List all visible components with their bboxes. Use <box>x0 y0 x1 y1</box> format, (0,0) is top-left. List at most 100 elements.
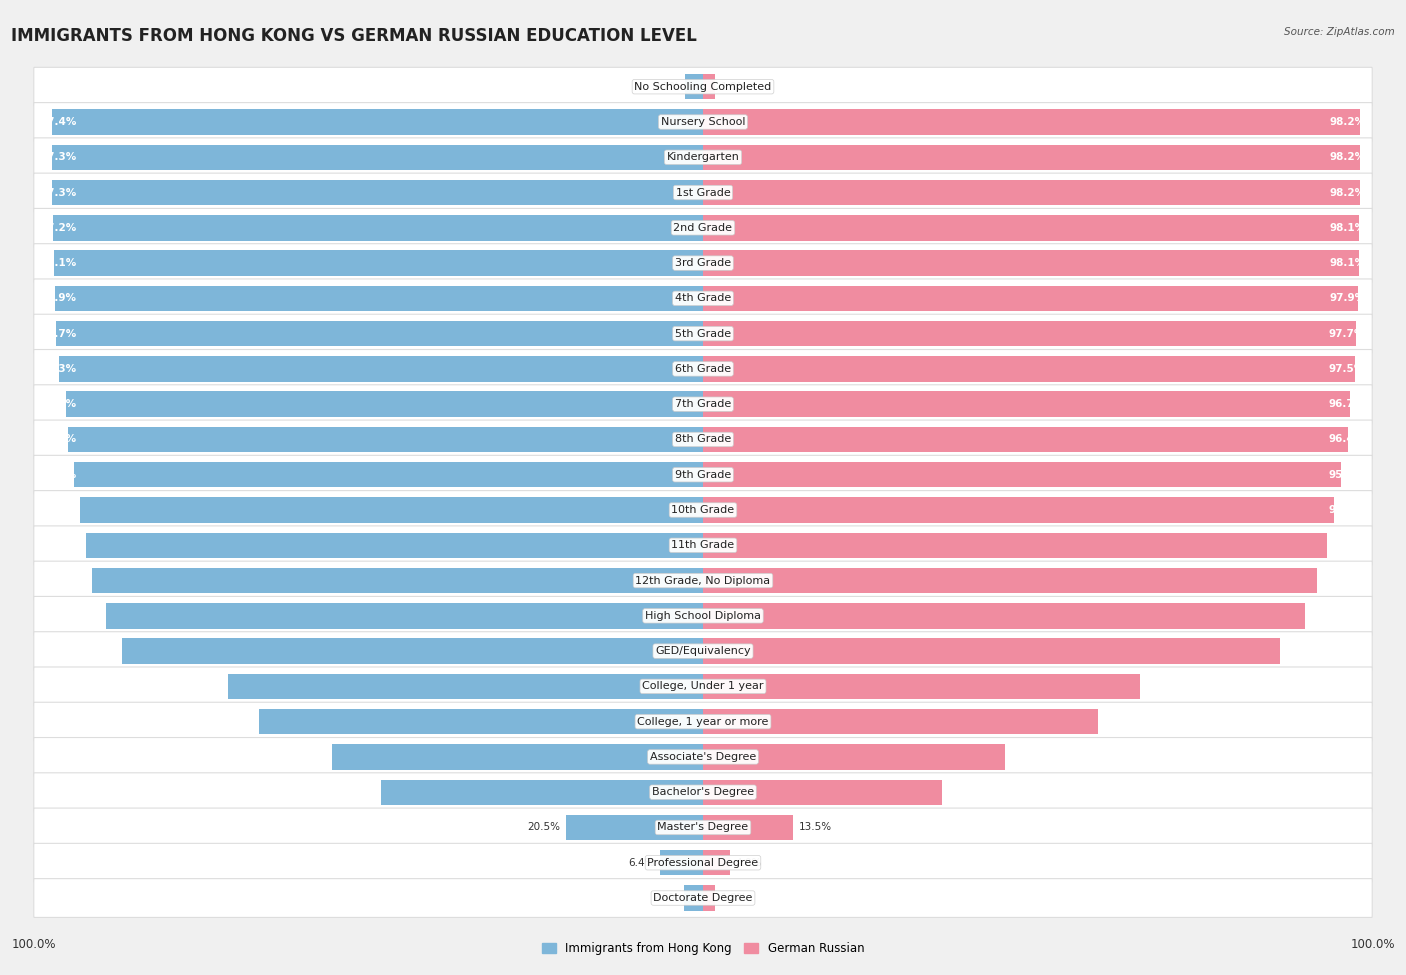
Bar <box>703 427 1348 452</box>
Text: 100.0%: 100.0% <box>11 938 56 951</box>
Text: 96.4%: 96.4% <box>1329 435 1365 445</box>
Text: 95.4%: 95.4% <box>1329 470 1365 480</box>
Bar <box>381 779 703 805</box>
FancyBboxPatch shape <box>34 102 1372 141</box>
Bar <box>228 674 703 699</box>
Text: 98.2%: 98.2% <box>1329 187 1365 198</box>
Text: 98.1%: 98.1% <box>1329 223 1365 233</box>
Text: 94.1%: 94.1% <box>41 470 77 480</box>
Bar <box>703 215 1360 241</box>
FancyBboxPatch shape <box>34 314 1372 353</box>
FancyBboxPatch shape <box>34 244 1372 283</box>
Bar <box>703 321 1357 346</box>
Bar <box>661 850 703 876</box>
Text: 92.2%: 92.2% <box>41 540 77 550</box>
Text: 97.4%: 97.4% <box>41 117 77 127</box>
Bar <box>55 286 703 311</box>
Text: 11th Grade: 11th Grade <box>672 540 734 550</box>
Text: Bachelor's Degree: Bachelor's Degree <box>652 787 754 798</box>
Text: 59.1%: 59.1% <box>1329 717 1365 726</box>
Bar <box>703 74 716 99</box>
Bar <box>703 392 1350 417</box>
FancyBboxPatch shape <box>34 279 1372 318</box>
Bar <box>259 709 703 734</box>
FancyBboxPatch shape <box>34 667 1372 706</box>
Text: 97.3%: 97.3% <box>41 187 77 198</box>
Bar <box>53 251 703 276</box>
Text: 48.2%: 48.2% <box>41 787 77 798</box>
Text: 20.5%: 20.5% <box>527 823 561 833</box>
Text: 97.2%: 97.2% <box>41 223 77 233</box>
Bar <box>122 639 703 664</box>
Text: 12th Grade, No Diploma: 12th Grade, No Diploma <box>636 575 770 586</box>
Text: 9th Grade: 9th Grade <box>675 470 731 480</box>
Bar <box>52 109 703 135</box>
Bar <box>703 179 1360 206</box>
Bar <box>703 497 1334 523</box>
Text: 97.9%: 97.9% <box>1329 293 1365 303</box>
Text: 86.2%: 86.2% <box>1329 646 1365 656</box>
FancyBboxPatch shape <box>34 209 1372 248</box>
FancyBboxPatch shape <box>34 808 1372 847</box>
Legend: Immigrants from Hong Kong, German Russian: Immigrants from Hong Kong, German Russia… <box>537 937 869 959</box>
Text: 55.4%: 55.4% <box>41 752 77 761</box>
Text: 8th Grade: 8th Grade <box>675 435 731 445</box>
Text: 98.2%: 98.2% <box>1329 117 1365 127</box>
Text: 95.2%: 95.2% <box>41 399 77 410</box>
FancyBboxPatch shape <box>34 349 1372 388</box>
FancyBboxPatch shape <box>34 773 1372 811</box>
Text: 3rd Grade: 3rd Grade <box>675 258 731 268</box>
Text: 35.8%: 35.8% <box>1329 787 1365 798</box>
Text: 71.0%: 71.0% <box>41 682 77 691</box>
Bar <box>703 709 1098 734</box>
Bar <box>703 674 1140 699</box>
Text: 1.8%: 1.8% <box>720 893 747 903</box>
Text: 96.7%: 96.7% <box>41 329 77 338</box>
Bar <box>703 109 1360 135</box>
Text: 100.0%: 100.0% <box>1350 938 1395 951</box>
FancyBboxPatch shape <box>34 67 1372 106</box>
Bar <box>703 604 1305 629</box>
Bar <box>52 179 703 206</box>
Text: 97.1%: 97.1% <box>41 258 77 268</box>
Bar <box>93 567 703 593</box>
FancyBboxPatch shape <box>34 878 1372 917</box>
Text: 5th Grade: 5th Grade <box>675 329 731 338</box>
Text: 65.4%: 65.4% <box>1329 682 1365 691</box>
Bar <box>703 286 1358 311</box>
Text: 98.2%: 98.2% <box>1329 152 1365 162</box>
Text: 2nd Grade: 2nd Grade <box>673 223 733 233</box>
FancyBboxPatch shape <box>34 737 1372 776</box>
Text: 2.7%: 2.7% <box>654 82 679 92</box>
Text: 2.8%: 2.8% <box>652 893 679 903</box>
Text: Nursery School: Nursery School <box>661 117 745 127</box>
Text: 10th Grade: 10th Grade <box>672 505 734 515</box>
Bar <box>703 567 1317 593</box>
Text: 66.4%: 66.4% <box>41 717 77 726</box>
Bar <box>703 532 1327 558</box>
Text: Doctorate Degree: Doctorate Degree <box>654 893 752 903</box>
FancyBboxPatch shape <box>34 455 1372 494</box>
Bar <box>52 144 703 170</box>
Text: 97.3%: 97.3% <box>41 152 77 162</box>
Text: 4th Grade: 4th Grade <box>675 293 731 303</box>
Text: 97.5%: 97.5% <box>1329 364 1365 374</box>
FancyBboxPatch shape <box>34 385 1372 423</box>
Text: 1.8%: 1.8% <box>720 82 747 92</box>
Text: College, Under 1 year: College, Under 1 year <box>643 682 763 691</box>
Bar <box>703 356 1355 381</box>
FancyBboxPatch shape <box>34 137 1372 176</box>
Text: No Schooling Completed: No Schooling Completed <box>634 82 772 92</box>
Bar <box>332 744 703 769</box>
Bar <box>53 215 703 241</box>
Bar <box>703 779 942 805</box>
FancyBboxPatch shape <box>34 843 1372 882</box>
Text: 94.4%: 94.4% <box>1329 505 1365 515</box>
FancyBboxPatch shape <box>34 702 1372 741</box>
Text: 6th Grade: 6th Grade <box>675 364 731 374</box>
Bar <box>59 356 703 381</box>
Text: GED/Equivalency: GED/Equivalency <box>655 646 751 656</box>
Text: 1st Grade: 1st Grade <box>676 187 730 198</box>
Text: 98.1%: 98.1% <box>1329 258 1365 268</box>
Text: 90.0%: 90.0% <box>1329 610 1365 621</box>
